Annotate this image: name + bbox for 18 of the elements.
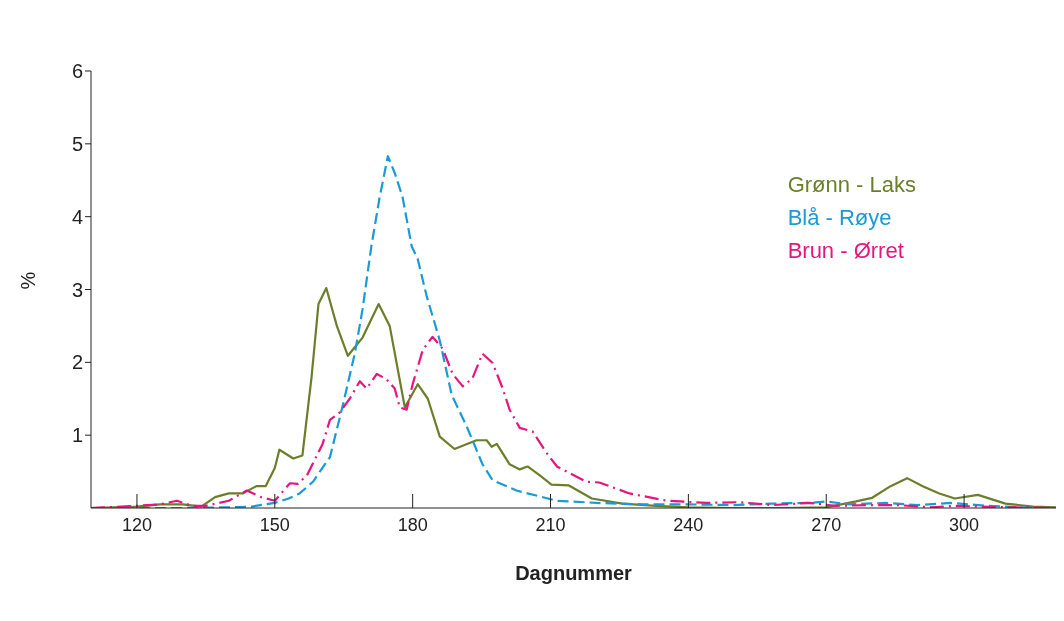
text: Blå - Røye — [787, 204, 893, 232]
x-tick-label: 150 — [259, 514, 290, 535]
text: Brun - Ørret — [787, 237, 905, 265]
x-tick-label: 270 — [811, 514, 842, 535]
text: Grønn - Laks — [787, 171, 916, 199]
y-tick-label: 5 — [71, 132, 83, 155]
x-tick-label: 240 — [673, 514, 704, 535]
x-tick-label: 210 — [535, 514, 566, 535]
x-tick-label: 180 — [397, 514, 428, 535]
y-tick-label: 3 — [71, 278, 83, 301]
y-tick-label: 1 — [71, 424, 83, 447]
y-tick-label: 2 — [71, 351, 83, 374]
y-axis-title: % — [17, 271, 40, 290]
y-tick-label: 6 — [71, 60, 83, 83]
y-tick-label: 4 — [71, 205, 83, 228]
x-axis-title: Dagnummer — [515, 562, 633, 584]
x-tick-label: 300 — [949, 514, 980, 535]
x-tick-label: 120 — [121, 514, 152, 535]
